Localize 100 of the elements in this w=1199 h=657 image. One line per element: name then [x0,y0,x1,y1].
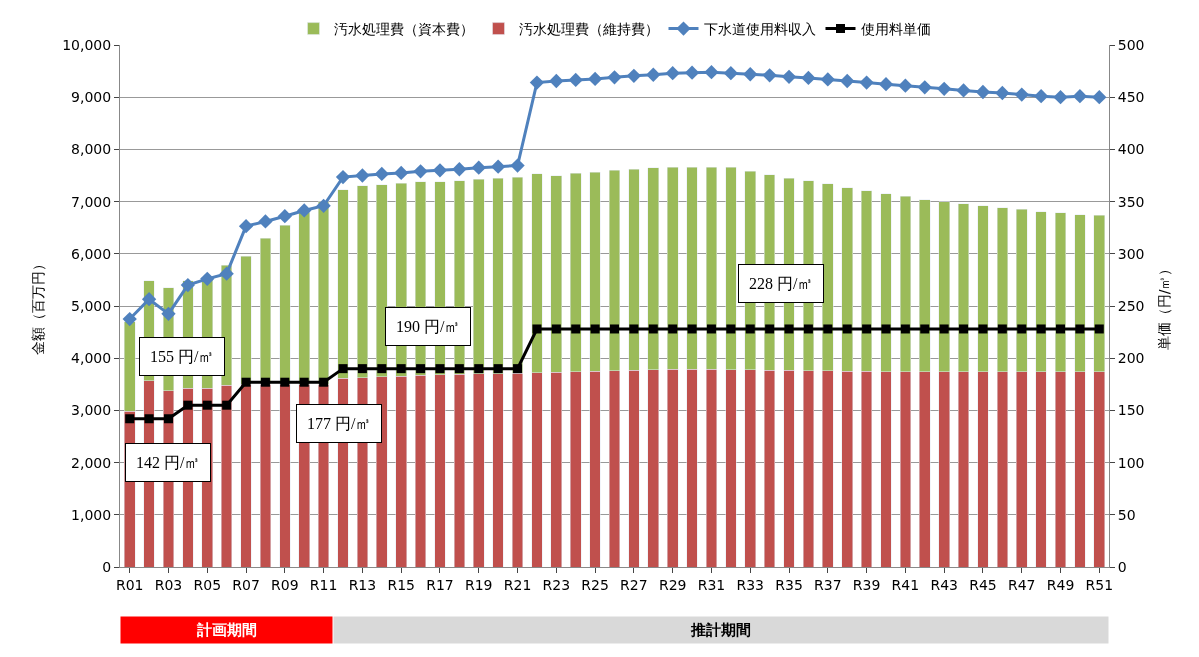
x-tick-label: R17 [426,576,454,593]
point [493,364,503,374]
x-tick-label: R03 [154,576,183,593]
point [801,70,816,86]
x-tick-label: R25 [581,576,609,593]
point [842,324,852,334]
point [1036,324,1046,334]
point [1033,89,1049,104]
point [435,364,445,374]
point [781,69,797,84]
point [995,85,1010,101]
point [125,414,135,424]
point [529,75,545,90]
y2-tick-label: 300 [1117,245,1145,262]
legend-label: 汚水処理費（資本費） [333,21,474,38]
x-tick-label: R01 [115,576,144,593]
y2-tick-label: 400 [1117,141,1145,158]
point [355,168,370,183]
y2-tick-label: 500 [1117,36,1145,53]
point [706,324,716,334]
point [610,324,619,334]
y2-tick-label: 0 [1117,558,1127,575]
point [1092,90,1107,105]
point [1014,87,1029,102]
y-tick-label: 1,000 [71,506,112,523]
point [357,364,367,374]
x-tick-label: R13 [348,576,377,593]
point [959,324,969,334]
point [532,324,542,334]
point [238,218,254,234]
point [668,324,678,334]
y2-axis-title: 単価（円/㎥） [1155,261,1172,351]
point [1075,324,1085,334]
point [377,364,387,374]
point [219,266,234,281]
point [937,81,952,96]
point [881,324,891,334]
legend-label: 下水道使用料収入 [703,21,816,38]
point [920,324,930,334]
point [183,400,193,410]
x-tick-label: R45 [969,576,997,593]
point [878,77,894,92]
point [665,66,680,81]
x-tick-label: R11 [309,576,338,593]
point [956,83,971,98]
point [978,324,988,334]
point [743,67,758,82]
point [745,324,755,334]
point [396,364,406,374]
point [316,198,331,213]
annotation: 228 円/㎥ [749,275,814,292]
point [163,414,173,424]
point [338,364,348,374]
point [551,324,561,334]
point [1072,89,1088,104]
point [491,159,506,174]
x-tick-label: R41 [891,576,920,593]
point [723,66,738,81]
point [1056,324,1066,334]
point [626,68,642,83]
point [144,414,154,424]
point [260,377,270,387]
point [1094,324,1104,334]
x-tick-label: R15 [387,576,415,593]
point [413,164,428,179]
x-tick-label: R07 [232,576,260,593]
y-tick-label: 4,000 [71,350,112,367]
x-tick-label: R05 [193,576,222,593]
point [820,72,835,87]
y-tick-label: 9,000 [71,89,112,106]
point [840,73,855,89]
y2-tick-label: 450 [1117,89,1145,106]
point [571,324,581,334]
text: 推計期間 [690,621,752,639]
legend-label: 使用料単価 [860,21,931,38]
x-tick-label: R09 [271,576,299,593]
x-tick-label: R31 [697,576,726,593]
point [726,324,736,334]
point [607,70,622,85]
point [549,73,564,89]
y2-tick-label: 50 [1117,506,1136,523]
y-tick-label: 5,000 [71,297,112,314]
point [280,377,290,387]
y-tick-label: 8,000 [71,141,112,158]
point [939,324,949,334]
point [416,364,426,374]
point [454,364,464,374]
point [765,324,775,334]
annotation: 190 円/㎥ [396,318,461,335]
legend-label: 汚水処理費（維持費） [518,21,659,38]
point [277,209,292,224]
x-tick-label: R51 [1085,576,1114,593]
point [1017,324,1027,334]
point [335,169,351,185]
annotation: 142 円/㎥ [136,454,201,471]
x-tick-label: R39 [852,576,881,593]
x-tick-label: R49 [1046,576,1075,593]
y-tick-label: 7,000 [71,193,112,210]
x-tick-label: R37 [814,576,842,593]
point [684,65,700,80]
